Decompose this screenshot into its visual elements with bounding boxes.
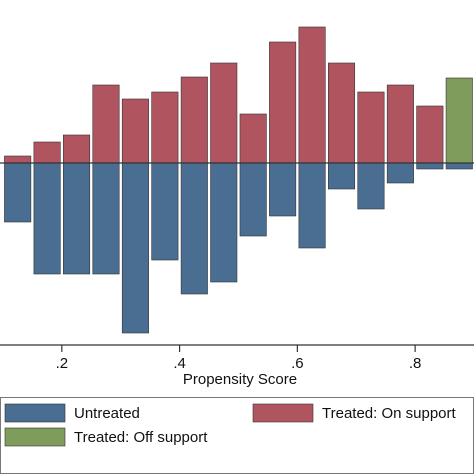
legend-swatch [252, 403, 314, 423]
bar [180, 76, 208, 164]
bar [298, 26, 326, 164]
bar [357, 162, 385, 210]
bar [327, 162, 356, 190]
bar [269, 162, 297, 217]
bar [180, 162, 208, 295]
bar [33, 162, 61, 275]
bar [92, 84, 120, 164]
bar [445, 77, 473, 164]
bar [151, 162, 179, 261]
bar [210, 62, 238, 164]
bar [4, 155, 32, 164]
bar [4, 162, 32, 223]
x-tick-label: .8 [409, 355, 422, 372]
bar [151, 91, 179, 164]
bar [298, 162, 326, 249]
legend-label: Treated: On support [322, 405, 457, 422]
legend-swatch [4, 403, 66, 423]
bar [445, 162, 473, 170]
bar [92, 162, 120, 275]
bar [327, 62, 356, 164]
bar [33, 141, 61, 164]
bar [357, 91, 385, 164]
bar [121, 98, 149, 164]
legend-swatch [4, 427, 66, 447]
legend-label: Treated: Off support [74, 429, 208, 446]
bar [269, 41, 297, 164]
bar [63, 134, 91, 164]
bar [239, 113, 267, 164]
bar [210, 162, 238, 283]
bar [386, 162, 414, 184]
bar [416, 162, 444, 170]
x-tick-label: .4 [173, 355, 186, 372]
bar [239, 162, 267, 237]
x-tick-label: .6 [291, 355, 304, 372]
legend-label: Untreated [74, 405, 140, 422]
bar [416, 105, 444, 164]
bar [386, 84, 414, 164]
bar [121, 162, 149, 334]
legend-box [0, 397, 474, 474]
x-axis-title: Propensity Score [183, 371, 297, 388]
bar [63, 162, 91, 275]
x-tick-label: .2 [56, 355, 69, 372]
